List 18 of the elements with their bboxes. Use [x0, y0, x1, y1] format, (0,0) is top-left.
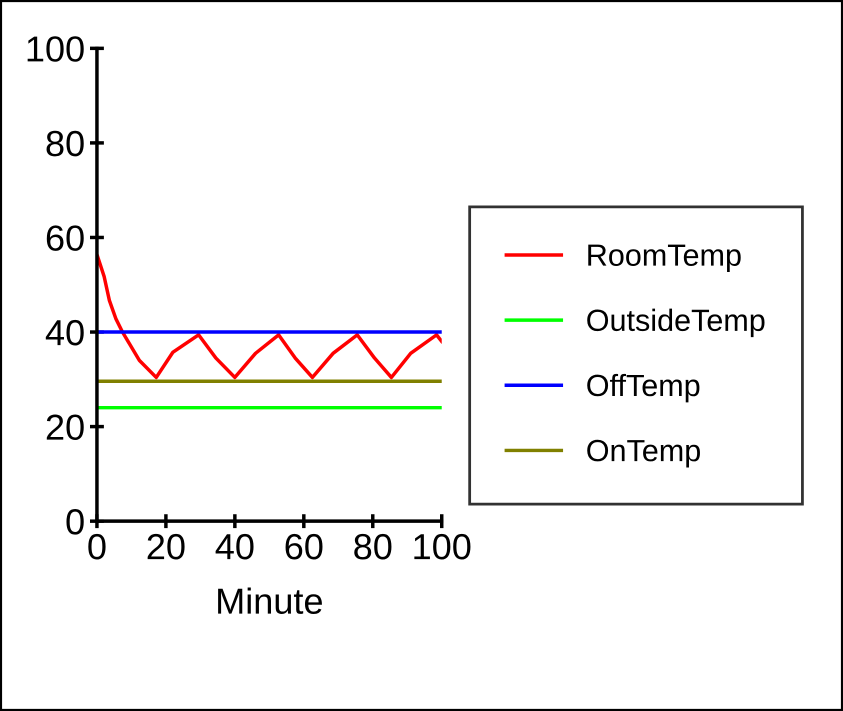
line-series — [96, 252, 442, 380]
y-tick-label: 20 — [46, 414, 84, 440]
x-axis-title: Minute — [218, 587, 322, 614]
y-tick-label: 100 — [28, 36, 84, 62]
y-tick-label: 60 — [46, 225, 84, 251]
y-tick-label: 40 — [46, 320, 84, 346]
x-tick-label: 60 — [286, 534, 322, 560]
legend-label: RoomTemp — [588, 244, 741, 272]
x-tick-label: 100 — [414, 534, 470, 560]
y-tick-label: 0 — [66, 509, 84, 535]
legend-label: OutsideTemp — [587, 308, 764, 338]
legend-label: OffTemp — [587, 374, 700, 402]
x-tick-label: 0 — [88, 534, 106, 560]
x-tick-label: 20 — [148, 534, 185, 560]
legend-label: OnTemp — [587, 440, 700, 468]
x-tick-label: 80 — [354, 534, 392, 560]
x-tick-label: 40 — [216, 534, 254, 560]
y-tick-label: 80 — [46, 130, 84, 156]
